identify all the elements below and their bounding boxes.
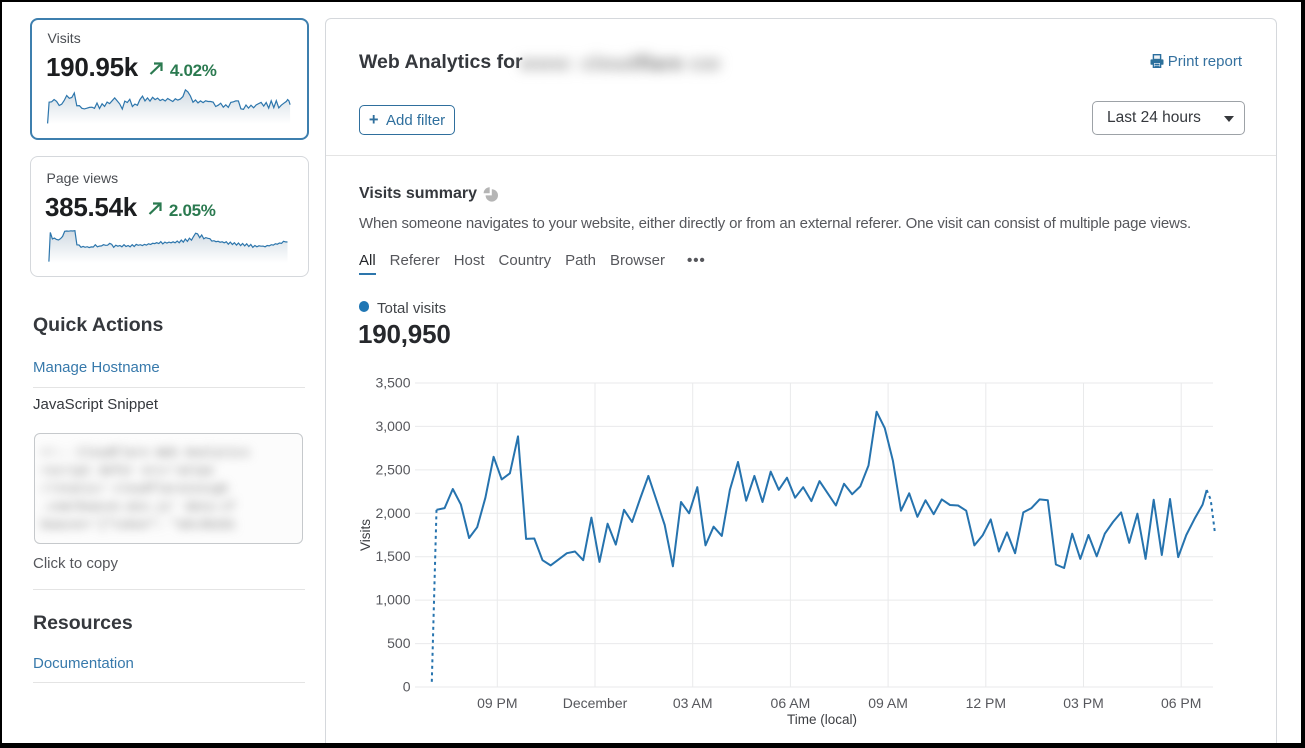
svg-text:09 PM: 09 PM: [477, 695, 517, 711]
svg-text:Time (local): Time (local): [787, 712, 857, 727]
svg-text:06 PM: 06 PM: [1161, 695, 1201, 711]
svg-text:03 PM: 03 PM: [1063, 695, 1103, 711]
svg-text:0: 0: [403, 679, 411, 695]
svg-text:12 PM: 12 PM: [966, 695, 1006, 711]
svg-text:December: December: [563, 695, 628, 711]
svg-text:2,500: 2,500: [375, 461, 410, 477]
svg-text:03 AM: 03 AM: [673, 695, 713, 711]
svg-text:09 AM: 09 AM: [868, 695, 908, 711]
svg-text:06 AM: 06 AM: [771, 695, 811, 711]
svg-text:Visits: Visits: [358, 519, 373, 551]
svg-text:500: 500: [387, 635, 411, 651]
svg-text:3,000: 3,000: [375, 418, 410, 434]
svg-text:2,000: 2,000: [375, 505, 410, 521]
svg-text:1,500: 1,500: [375, 548, 410, 564]
svg-text:1,000: 1,000: [375, 592, 410, 608]
svg-text:3,500: 3,500: [375, 375, 410, 391]
